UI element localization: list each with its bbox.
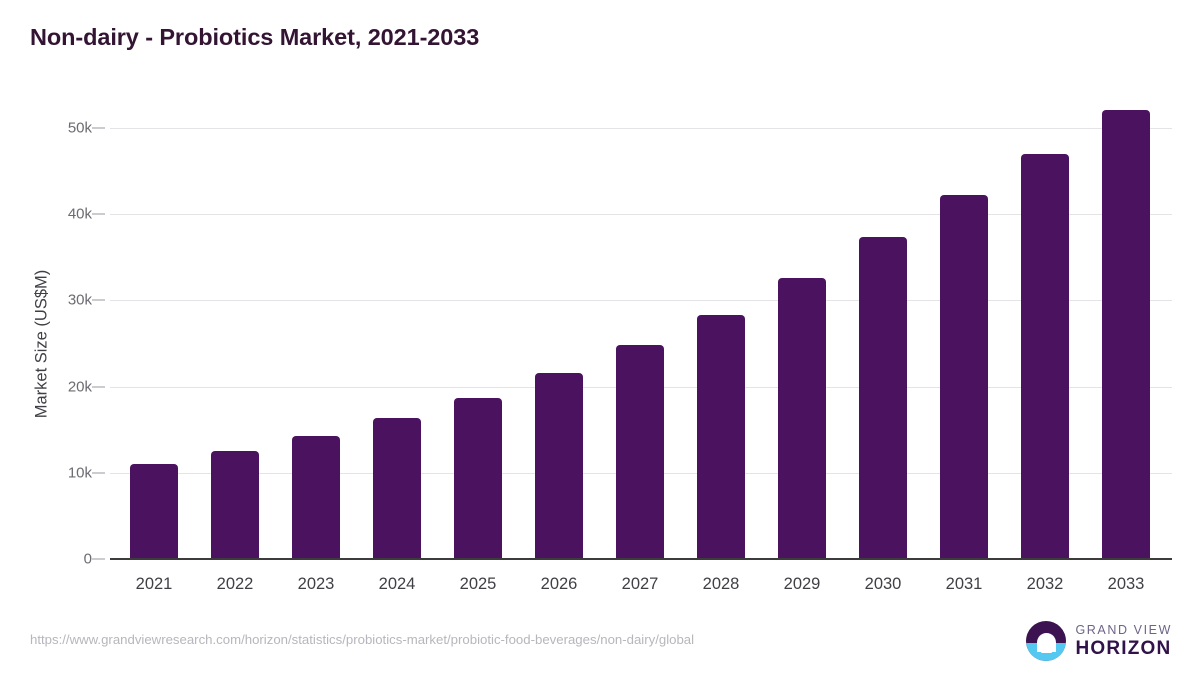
bars-layer [110,109,1172,559]
x-axis-tick-label: 2033 [1107,575,1145,593]
x-axis-tick-label: 2023 [297,575,335,593]
bar[interactable] [697,315,745,559]
gridline [110,128,1172,129]
bar[interactable] [130,464,178,559]
logo-text: GRAND VIEW HORIZON [1075,624,1172,659]
bar[interactable] [940,195,988,559]
bar[interactable] [778,278,826,559]
logo-line-grand-view: GRAND VIEW [1075,622,1172,637]
bar[interactable] [1102,109,1150,559]
x-axis-tick-label: 2028 [702,575,740,593]
y-axis-tick-mark [92,558,105,560]
y-axis-tick-label: 20k [67,378,92,396]
y-axis-tick-label: 30k [67,291,92,309]
x-axis-tick-label: 2024 [378,575,416,593]
source-url[interactable]: https://www.grandviewresearch.com/horizo… [30,632,695,647]
y-axis-tick-label: 40k [67,205,92,223]
gridline [110,300,1172,302]
logo-line-horizon: HORIZON [1075,638,1172,660]
x-axis-tick-label: 2025 [459,575,497,593]
logo-sun-dome-shape [1036,633,1056,653]
x-axis-tick-label: 2021 [135,575,173,593]
x-axis-tick-label: 2022 [216,575,254,593]
x-axis-tick-label: 2032 [1026,575,1064,593]
x-axis-line [110,558,1172,560]
x-axis-tick-label: 2030 [864,575,902,593]
plot-area: 0 10k 20k 30k 40k 50k [68,109,1172,568]
bar[interactable] [211,451,259,559]
x-axis-tick-label: 2027 [621,575,659,593]
x-axis-tick-label: 2029 [783,575,821,593]
gridline [110,214,1172,216]
logo-ray-lower [1040,651,1052,654]
y-axis-tick-label: 50k [67,119,92,137]
y-axis-tick-mark [92,386,105,388]
logo-ray-upper [1037,646,1056,649]
bar[interactable] [373,417,421,559]
y-axis-tick-mark [92,213,105,215]
y-axis-tick-label: 0 [83,550,92,568]
bar[interactable] [535,372,583,559]
y-axis-tick-mark [92,472,105,474]
y-axis-tick-mark [92,127,105,129]
y-axis-tick-mark [92,299,105,301]
bar[interactable] [292,435,340,559]
bar[interactable] [859,236,907,559]
bar[interactable] [1021,153,1069,559]
horizon-sunrise-icon [1026,621,1067,661]
y-axis-tick-label: 10k [67,464,92,482]
bar[interactable] [454,397,502,559]
page-title: Non-dairy - Probiotics Market, 2021-2033 [30,24,480,50]
x-axis-tick-label: 2026 [540,575,578,593]
grand-view-horizon-logo: GRAND VIEW HORIZON [1026,620,1172,662]
x-axis-tick-label: 2031 [945,575,983,593]
bar[interactable] [616,345,664,559]
